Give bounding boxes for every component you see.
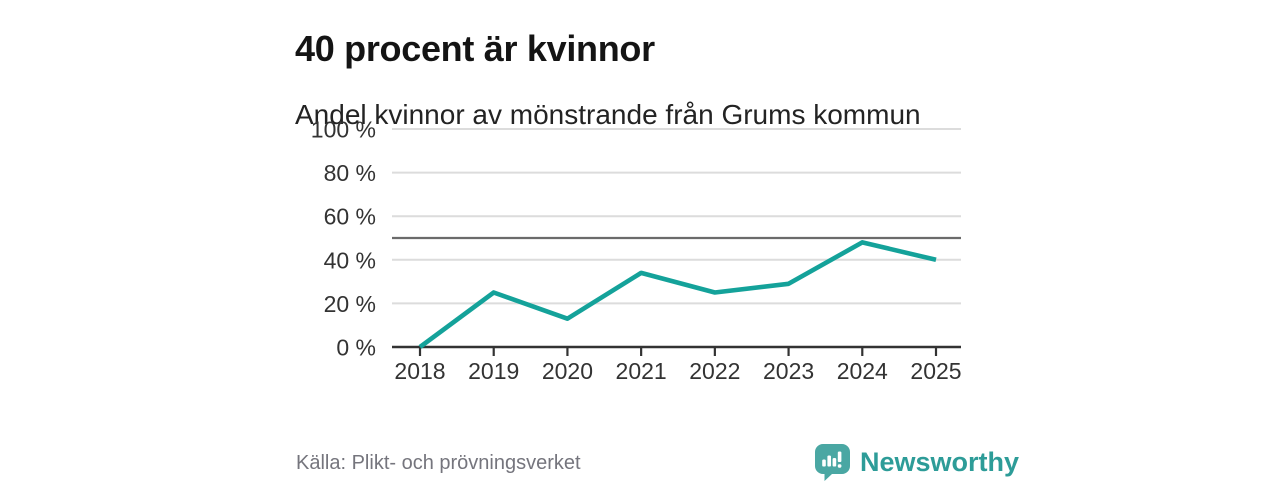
x-axis-label: 2024 <box>837 358 888 384</box>
y-axis-label: 40 % <box>324 247 376 273</box>
chart-title: 40 procent är kvinnor <box>295 28 655 70</box>
source-note: Källa: Plikt- och prövningsverket <box>296 452 581 474</box>
y-axis-label: 100 % <box>311 117 376 143</box>
y-axis-label: 60 % <box>324 204 376 230</box>
x-axis-label: 2019 <box>468 358 519 384</box>
x-axis-label: 2022 <box>689 358 740 384</box>
y-axis-label: 80 % <box>324 160 376 186</box>
data-line <box>418 240 937 349</box>
logo-bars <box>822 451 842 468</box>
y-axis-label: 20 % <box>324 291 376 317</box>
x-axis-label: 2025 <box>910 358 961 384</box>
logo-bubble-shape <box>815 444 850 481</box>
brand-name: Newsworthy <box>860 446 1020 477</box>
chart-subtitle: Andel kvinnor av mönstrande från Grums k… <box>295 99 921 131</box>
x-axis-label: 2021 <box>616 358 667 384</box>
x-axis-label: 2023 <box>763 358 814 384</box>
x-axis-label: 2018 <box>394 358 445 384</box>
x-axis-label: 2020 <box>542 358 593 384</box>
y-axis-label: 0 % <box>336 335 376 361</box>
newsworthy-logo-icon <box>815 444 850 481</box>
brand-logo: Newsworthy <box>814 443 1019 481</box>
